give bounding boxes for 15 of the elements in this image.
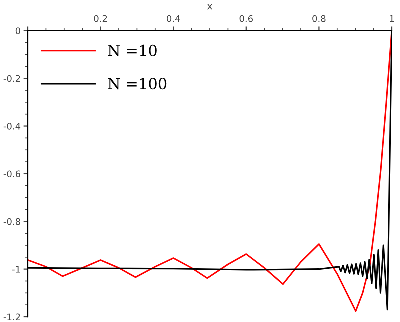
y-tick-label: -0.2 xyxy=(4,75,20,82)
x-axis-title: x xyxy=(207,4,213,10)
x-tick-label: 0.6 xyxy=(240,15,254,22)
legend-label: N =10 xyxy=(108,44,157,56)
y-tick-label: -0.8 xyxy=(4,218,20,226)
y-tick-label: -1.2 xyxy=(4,314,20,320)
y-tick-label: -0.4 xyxy=(4,123,21,130)
x-tick-label: 0.4 xyxy=(167,15,180,22)
x-tick-label: 0.2 xyxy=(94,15,108,22)
y-tick-label: 0 xyxy=(16,28,20,34)
x-tick-label: 1 xyxy=(390,16,394,22)
x-tick-label: 0.8 xyxy=(312,15,326,22)
legend-label: N =100 xyxy=(108,78,167,90)
y-tick-label: -1 xyxy=(12,266,20,273)
y-tick-label: -0.6 xyxy=(4,170,20,178)
